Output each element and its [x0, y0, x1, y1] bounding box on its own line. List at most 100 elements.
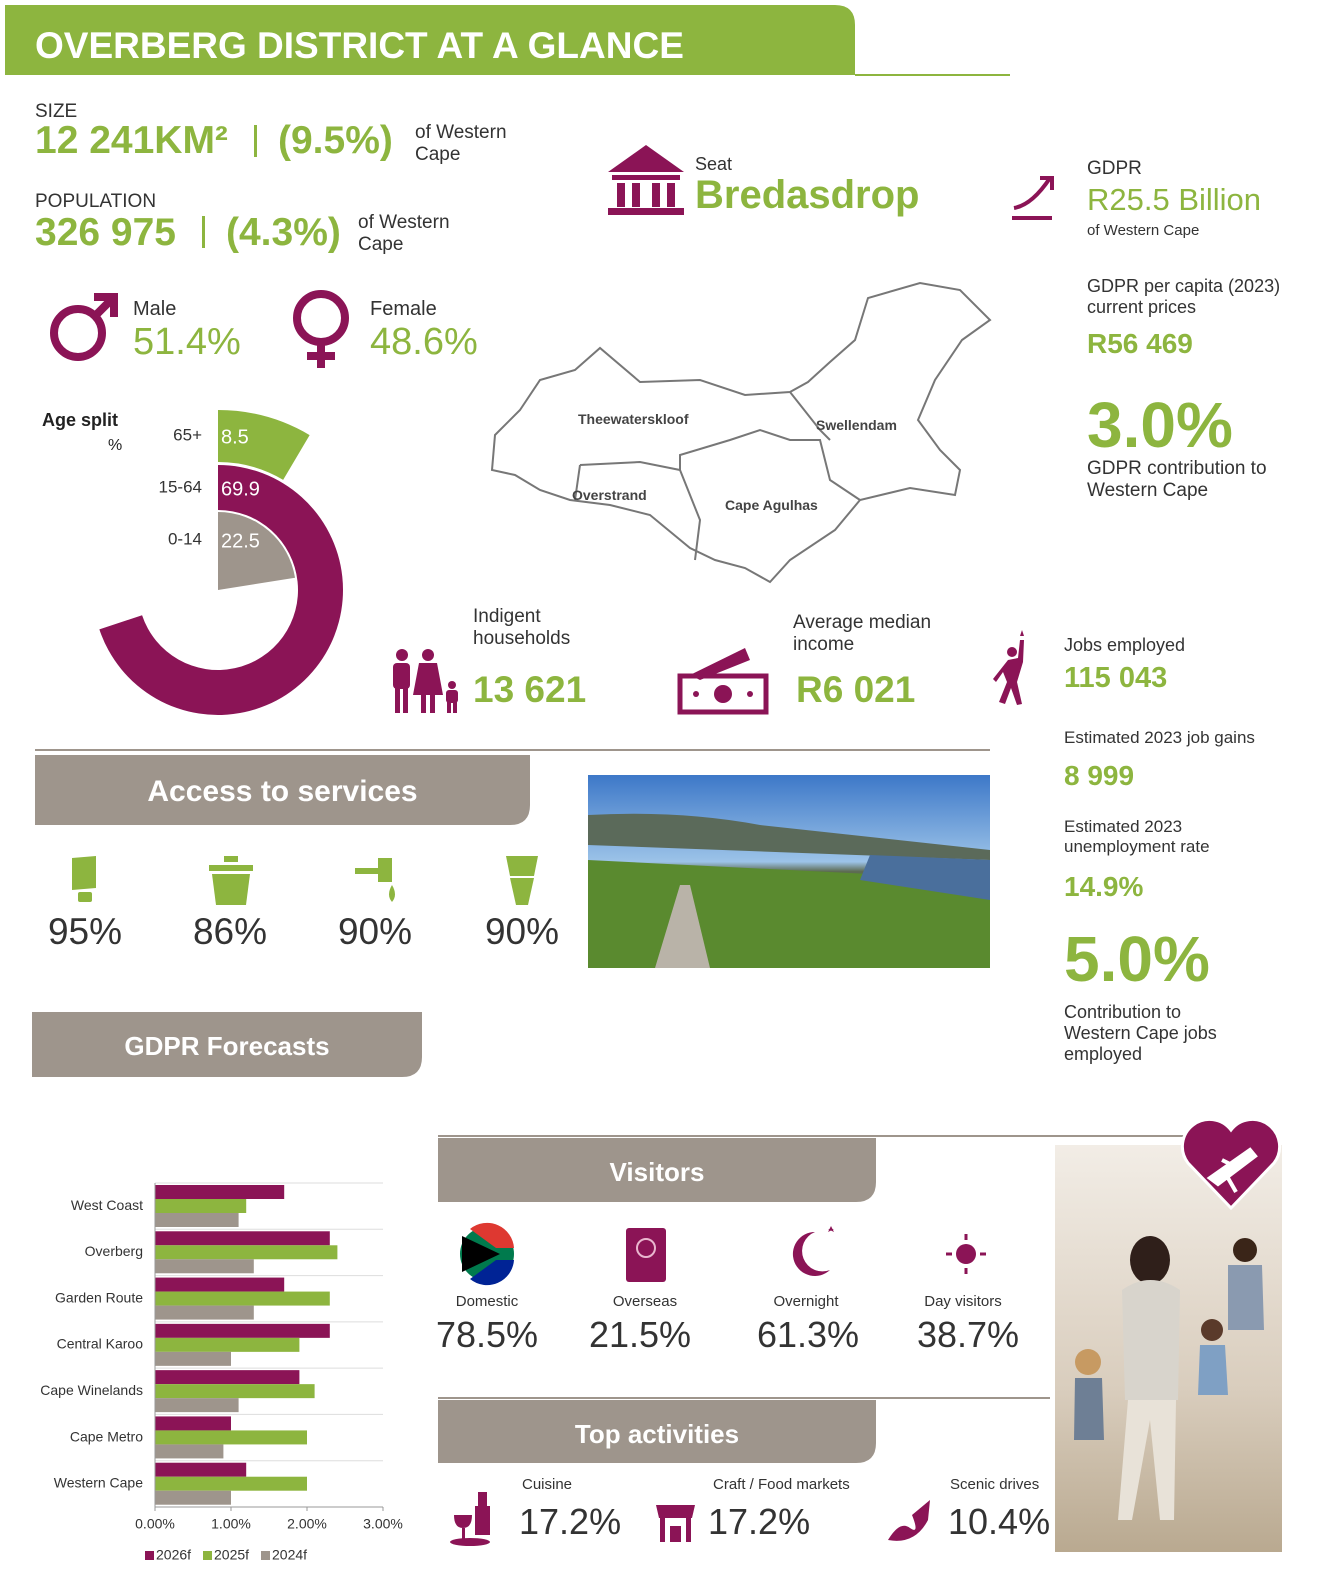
landscape-photo: [588, 775, 990, 968]
bar: [155, 1370, 299, 1384]
category-label: 0-14: [168, 529, 202, 548]
gdpr-per-capita-label: GDPR per capita (2023) current prices: [1087, 276, 1315, 318]
activities-title: Top activities: [438, 1419, 876, 1450]
visitor-label: Domestic: [427, 1293, 547, 1311]
page-title: OVERBERG DISTRICT AT A GLANCE: [35, 24, 684, 68]
size-share: (9.5%): [278, 118, 393, 164]
jobs-contribution-value: 5.0%: [1064, 922, 1210, 998]
bar: [155, 1185, 284, 1199]
y-tick-label: West Coast: [71, 1197, 143, 1213]
bar: [155, 1384, 315, 1398]
visitor-value: 78.5%: [417, 1314, 557, 1356]
chart-title: Age split: [42, 410, 118, 430]
x-tick-label: 3.00%: [363, 1516, 403, 1532]
visitors-title: Visitors: [438, 1157, 876, 1188]
service-icons: [72, 856, 538, 905]
bar: [155, 1292, 330, 1306]
gdpr-value: R25.5 Billion: [1087, 182, 1261, 219]
x-tick-label: 0.00%: [135, 1516, 175, 1532]
indigent-label: Indigent households: [473, 606, 598, 651]
bar: [155, 1245, 337, 1259]
access-value: 90%: [472, 910, 572, 954]
population-share: (4.3%): [226, 210, 341, 256]
chart-subtitle: %: [108, 437, 122, 454]
category-label: 15-64: [159, 477, 202, 496]
map-region-label: Cape Agulhas: [725, 497, 818, 514]
legend-swatch: [261, 1551, 270, 1560]
legend-swatch: [203, 1551, 212, 1560]
income-label: Average median income: [793, 612, 973, 657]
activity-label: Scenic drives: [950, 1476, 1039, 1494]
bar: [155, 1306, 254, 1320]
bar: [155, 1213, 239, 1227]
male-label: Male: [133, 298, 176, 322]
seat-value: Bredasdrop: [695, 172, 920, 219]
bar: [155, 1278, 284, 1292]
visitor-icons: [460, 1223, 986, 1285]
job-gains-value: 8 999: [1064, 759, 1134, 792]
jobs-contribution-label: Contribution to Western Cape jobs employ…: [1064, 1002, 1239, 1066]
access-value: 86%: [180, 910, 280, 954]
y-tick-label: Central Karoo: [57, 1336, 144, 1352]
gdpr-per-capita-value: R56 469: [1087, 327, 1193, 360]
female-value: 48.6%: [370, 320, 478, 365]
population-value: 326 975: [35, 210, 176, 256]
bar: [155, 1430, 307, 1444]
gdpr-note: of Western Cape: [1087, 222, 1199, 240]
legend-swatch: [145, 1551, 154, 1560]
activity-label: Cuisine: [522, 1476, 572, 1494]
legend-label: 2024f: [272, 1547, 307, 1563]
x-tick-label: 2.00%: [287, 1516, 327, 1532]
family-icon: [393, 649, 458, 713]
size-value: 12 241KM²: [35, 118, 228, 164]
visitor-label: Day visitors: [903, 1293, 1023, 1311]
map-region-label: Overstrand: [572, 487, 647, 504]
visitor-value: 38.7%: [898, 1314, 1038, 1356]
y-tick-label: Cape Metro: [70, 1428, 143, 1444]
visitor-label: Overnight: [746, 1293, 866, 1311]
district-map: [492, 283, 990, 582]
jobs-icon: [993, 630, 1024, 705]
activity-label: Craft / Food markets: [713, 1476, 850, 1494]
male-icon: [54, 297, 114, 357]
value-label: 69.9: [221, 478, 260, 500]
value-label: 8.5: [221, 426, 249, 448]
legend-label: 2025f: [214, 1547, 249, 1563]
map-region-label: Theewaterskloof: [578, 411, 688, 428]
legend-label: 2026f: [156, 1547, 191, 1563]
bar: [155, 1199, 246, 1213]
gdpr-contribution-value: 3.0%: [1087, 388, 1233, 464]
female-icon: [297, 294, 345, 368]
visitor-value: 61.3%: [738, 1314, 878, 1356]
jobs-value: 115 043: [1064, 661, 1167, 695]
separator: [254, 125, 257, 157]
bar: [155, 1398, 239, 1412]
value-label: 22.5: [221, 530, 260, 552]
unemployment-value: 14.9%: [1064, 870, 1143, 903]
bar: [155, 1338, 299, 1352]
activity-value: 10.4%: [948, 1501, 1050, 1543]
male-value: 51.4%: [133, 320, 241, 365]
bar: [155, 1352, 231, 1366]
money-icon: [680, 648, 766, 712]
y-tick-label: Western Cape: [54, 1475, 143, 1491]
growth-icon: [1012, 178, 1052, 218]
activity-value: 17.2%: [708, 1501, 810, 1543]
size-note: of Western Cape: [415, 122, 530, 167]
gdpr-label: GDPR: [1087, 158, 1142, 180]
income-value: R6 021: [796, 668, 915, 712]
activity-value: 17.2%: [519, 1501, 621, 1543]
job-gains-label: Estimated 2023 job gains: [1064, 728, 1255, 748]
indigent-value: 13 621: [473, 668, 586, 712]
bar: [155, 1324, 330, 1338]
access-title: Access to services: [35, 774, 530, 809]
bar: [155, 1491, 231, 1505]
access-value: 95%: [35, 910, 135, 954]
gdpr-contribution-label: GDPR contribution to Western Cape: [1087, 458, 1277, 503]
infographic: Age split%65+8.515-6469.90-1422.5West Co…: [0, 0, 1319, 1571]
population-note: of Western Cape: [358, 212, 473, 257]
bar: [155, 1231, 330, 1245]
y-tick-label: Garden Route: [55, 1289, 143, 1305]
unemployment-label: Estimated 2023 unemployment rate: [1064, 817, 1254, 857]
map-region-label: Swellendam: [816, 417, 897, 434]
